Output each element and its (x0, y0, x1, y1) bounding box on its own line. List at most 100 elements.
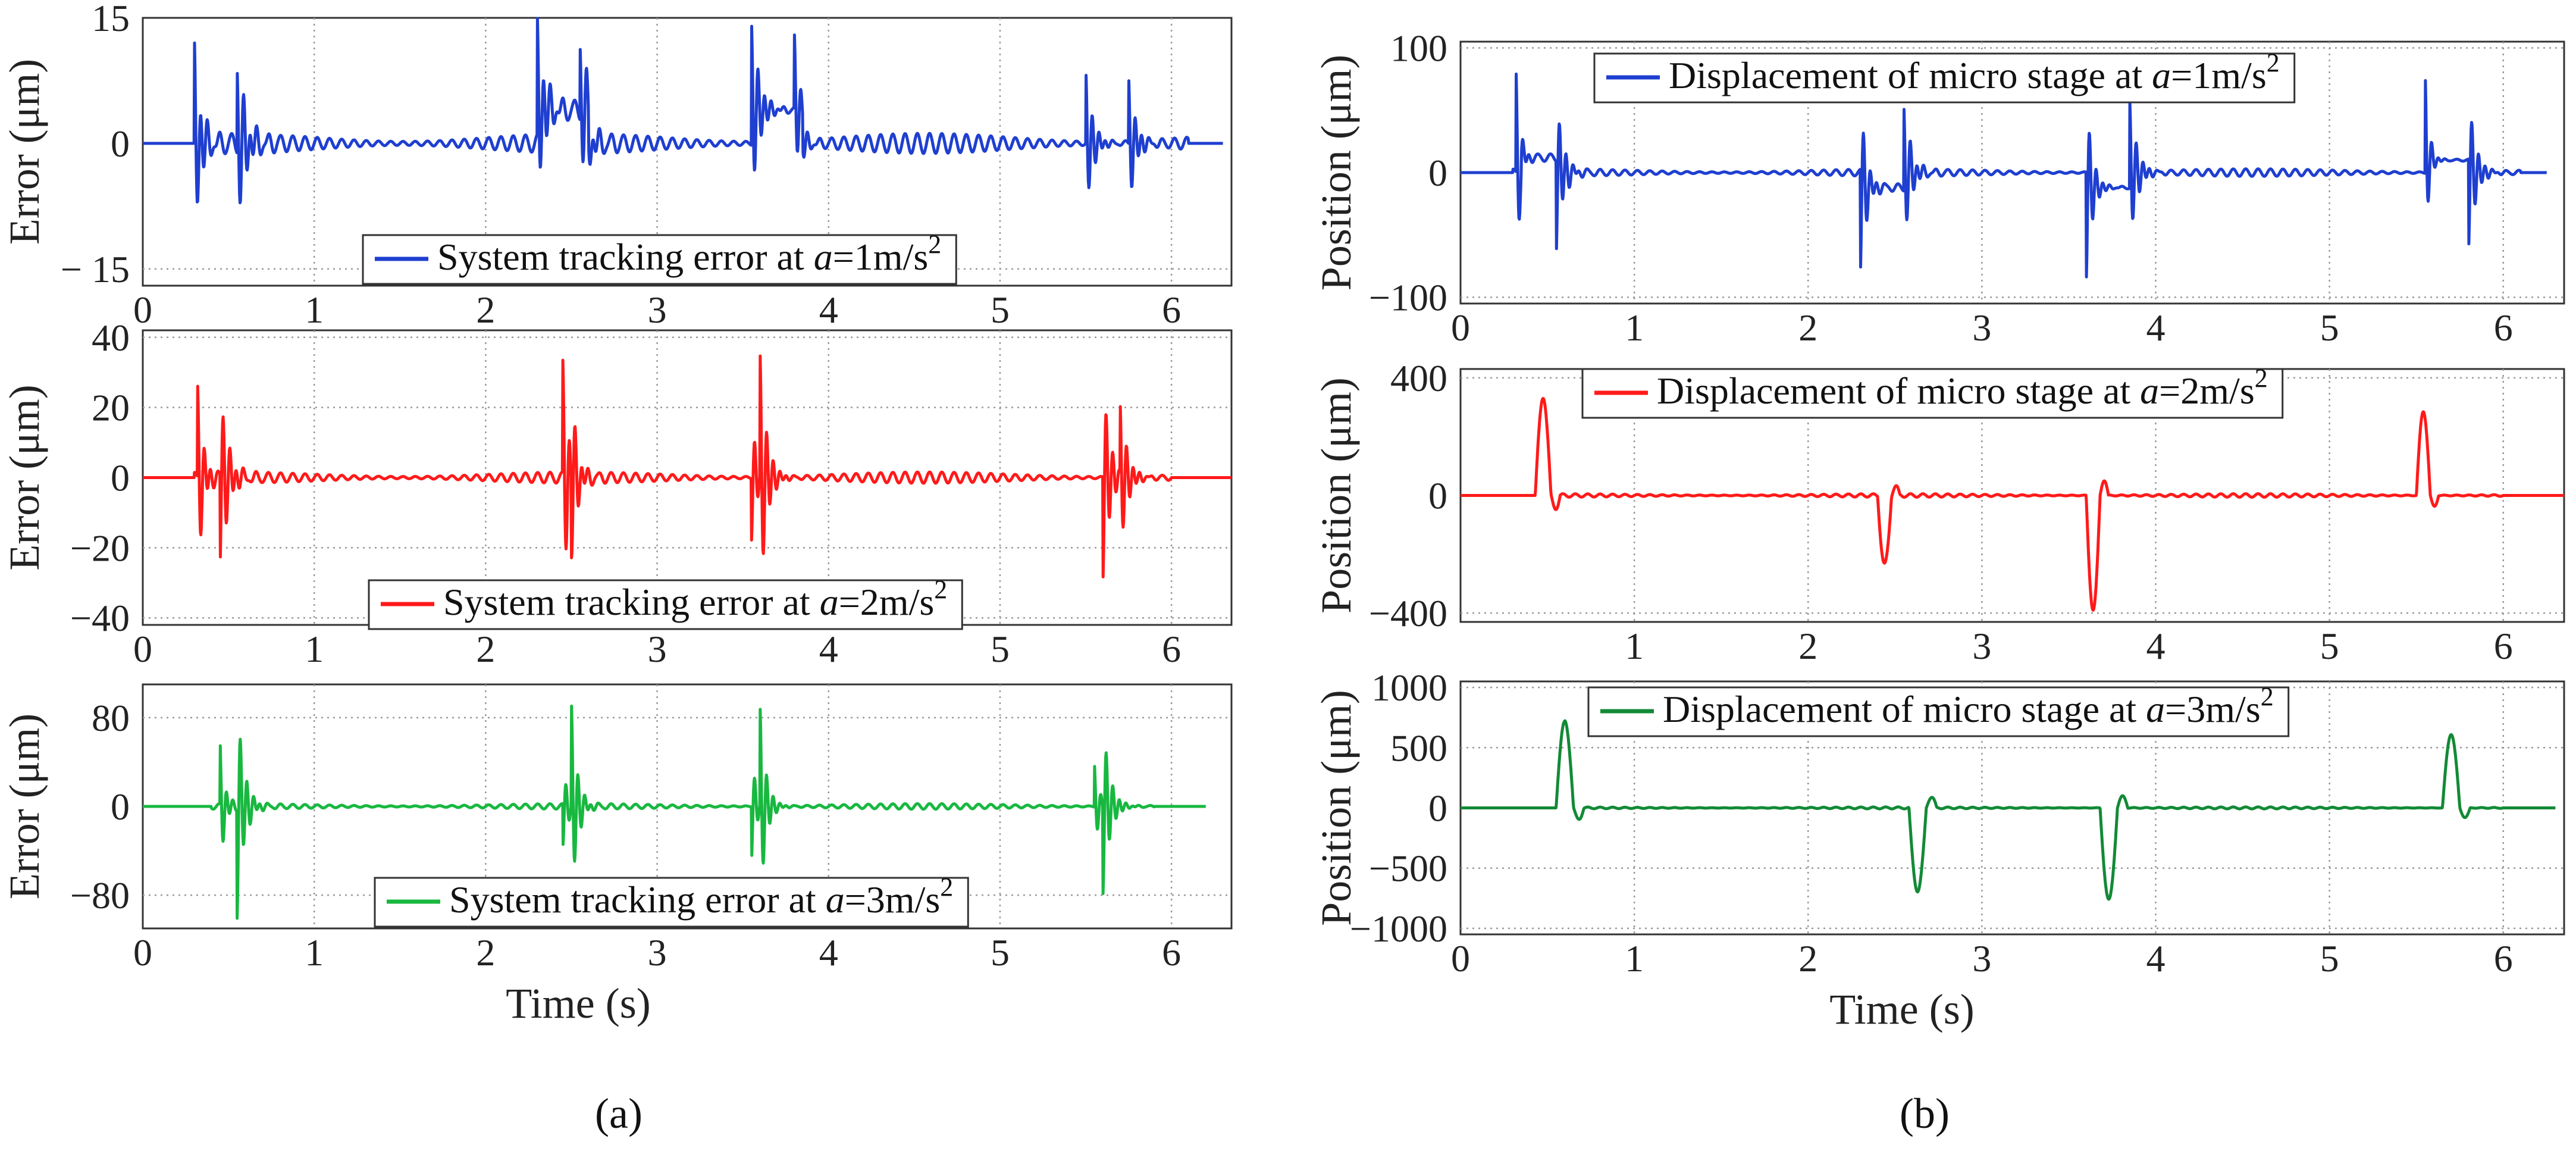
ytick-label-b1: 100 (1390, 27, 1447, 69)
xtick-label-a2: 5 (991, 628, 1010, 670)
xtick-label-b2: 2 (1798, 625, 1817, 667)
series-line-a2 (142, 354, 1233, 578)
ytick-label-a3: −80 (70, 874, 130, 917)
ytick-label-a1: − 15 (61, 248, 130, 290)
legend-box-b3 (1587, 686, 2290, 737)
xtick-label-b3: 3 (1972, 937, 1991, 980)
xtick-label-b2: 3 (1972, 625, 1991, 667)
legend-box-a3 (374, 877, 969, 928)
ytick-label-b1: 0 (1428, 152, 1447, 194)
xtick-label-a3: 0 (133, 931, 152, 974)
xlabel-a3: Time (s) (506, 980, 650, 1027)
xtick-label-a2: 2 (476, 628, 495, 670)
xtick-label-b3: 6 (2494, 937, 2513, 980)
xlabel-b3: Time (s) (1829, 986, 1974, 1033)
xtick-label-b1: 4 (2146, 306, 2166, 349)
xtick-label-a2: 3 (648, 628, 667, 670)
series-line-a1 (142, 17, 1224, 205)
legend-b1: Displacement of micro stage at a=1m/s2 (1593, 48, 2296, 104)
xtick-label-b2: 5 (2320, 625, 2339, 667)
ytick-label-b3: 0 (1428, 787, 1447, 830)
xtick-label-a3: 1 (305, 931, 324, 974)
xtick-label-b1: 1 (1625, 306, 1644, 349)
series-line-b1 (1459, 72, 2548, 279)
ytick-label-b2: 0 (1428, 475, 1447, 517)
legend-box-b1 (1593, 52, 2296, 104)
ytick-label-b3: −500 (1369, 847, 1447, 890)
xtick-label-b1: 6 (2494, 306, 2513, 349)
legend-a3: System tracking error at a=3m/s2 (374, 872, 969, 928)
ytick-label-a1: 0 (111, 123, 130, 165)
legend-box-a2 (368, 579, 963, 630)
xtick-label-b3: 4 (2146, 937, 2166, 980)
xtick-label-b1: 3 (1972, 306, 1991, 349)
ylabel-b1: Position (μm) (1312, 55, 1360, 291)
legend-b2: Displacement of micro stage at a=2m/s2 (1581, 364, 2284, 419)
ylabel-a3: Error (μm) (1, 714, 48, 899)
ytick-label-b2: 400 (1390, 357, 1447, 399)
legend-label-a1: System tracking error at a=1m/s2 (437, 230, 941, 278)
legend-label-b3: Displacement of micro stage at a=3m/s2 (1663, 682, 2274, 730)
legend-label-b2: Displacement of micro stage at a=2m/s2 (1657, 364, 2268, 412)
xtick-label-b2: 6 (2494, 625, 2513, 667)
ytick-label-b3: 500 (1390, 727, 1447, 769)
series-line-b3 (1459, 719, 2557, 901)
legend-label-a3: System tracking error at a=3m/s2 (449, 872, 953, 921)
xtick-label-a2: 4 (819, 628, 838, 670)
xtick-label-b3: 5 (2320, 937, 2339, 980)
xtick-label-b2: 1 (1625, 625, 1644, 667)
xtick-label-b1: 0 (1451, 306, 1470, 349)
xtick-label-a3: 4 (819, 931, 838, 974)
ylabel-a1: Error (μm) (1, 59, 48, 245)
xtick-label-a3: 5 (991, 931, 1010, 974)
xtick-label-a2: 0 (133, 628, 152, 670)
legend-label-b1: Displacement of micro stage at a=1m/s2 (1669, 48, 2280, 96)
legend-box-a1 (362, 234, 957, 285)
xtick-label-a2: 6 (1162, 628, 1181, 670)
ytick-label-a2: −40 (70, 597, 130, 639)
ytick-label-b2: −400 (1369, 592, 1447, 634)
xtick-label-a1: 2 (476, 289, 495, 331)
ytick-label-a1: 15 (92, 0, 130, 39)
ytick-label-a2: 20 (92, 387, 130, 429)
ytick-label-b3: 1000 (1371, 667, 1447, 709)
xtick-label-a1: 0 (133, 289, 152, 331)
xtick-label-a1: 4 (819, 289, 838, 331)
ytick-label-b1: −100 (1369, 277, 1447, 319)
xtick-label-b3: 2 (1798, 937, 1817, 980)
xtick-label-a2: 1 (305, 628, 324, 670)
series-line-a3 (142, 704, 1207, 920)
xtick-label-a3: 2 (476, 931, 495, 974)
ytick-label-a3: 0 (111, 786, 130, 828)
ytick-label-a3: 80 (92, 697, 130, 739)
xtick-label-a3: 3 (648, 931, 667, 974)
ytick-label-b3: −1000 (1350, 908, 1447, 950)
xtick-label-b1: 5 (2320, 306, 2339, 349)
xtick-label-b1: 2 (1798, 306, 1817, 349)
caption-a: (a) (595, 1090, 643, 1137)
legend-a1: System tracking error at a=1m/s2 (362, 230, 957, 285)
ytick-label-a2: 0 (111, 457, 130, 499)
ytick-label-a2: −20 (70, 527, 130, 569)
xtick-label-b3: 1 (1625, 937, 1644, 980)
legend-b3: Displacement of micro stage at a=3m/s2 (1587, 682, 2290, 737)
ylabel-a2: Error (μm) (1, 384, 48, 570)
legend-box-b2 (1581, 368, 2284, 419)
ytick-label-a2: 40 (92, 317, 130, 359)
ylabel-b3: Position (μm) (1312, 690, 1360, 926)
legend-label-a2: System tracking error at a=2m/s2 (443, 575, 947, 623)
xtick-label-a1: 1 (305, 289, 324, 331)
ylabel-b2: Position (μm) (1312, 377, 1360, 614)
caption-b: (b) (1900, 1090, 1950, 1137)
legend-a2: System tracking error at a=2m/s2 (368, 575, 963, 630)
xtick-label-a1: 6 (1162, 289, 1181, 331)
xtick-label-a1: 5 (991, 289, 1010, 331)
xtick-label-b3: 0 (1451, 937, 1470, 980)
xtick-label-a1: 3 (648, 289, 667, 331)
